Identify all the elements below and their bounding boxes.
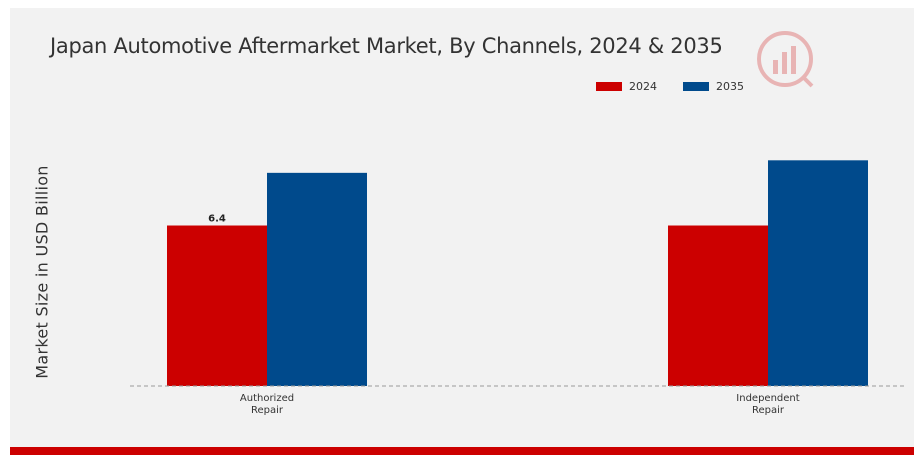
bottom-accent-band [10,447,914,455]
bar-2024-0 [167,225,267,386]
legend: 2024 2035 [596,78,770,94]
x-tick-label-1-1: Repair [752,405,785,416]
legend-item-2024: 2024 [596,80,657,93]
legend-label-2035: 2035 [716,79,744,93]
bar-2024-1 [668,225,768,386]
x-tick-label-0-1: Repair [251,405,284,416]
data-label-2024-0: 6.4 [208,214,226,225]
chart-title: Japan Automotive Aftermarket Market, By … [50,34,723,58]
legend-swatch-2024 [596,81,622,91]
x-tick-label-0-0: Authorized [240,393,294,404]
legend-label-2024: 2024 [629,79,657,93]
bar-2035-1 [768,160,868,386]
x-tick-label-1-0: Independent [736,393,799,404]
legend-item-2035: 2035 [683,80,744,93]
chart-logo-icon [757,31,814,88]
bar-2035-0 [267,172,367,386]
legend-swatch-2035 [683,81,709,91]
